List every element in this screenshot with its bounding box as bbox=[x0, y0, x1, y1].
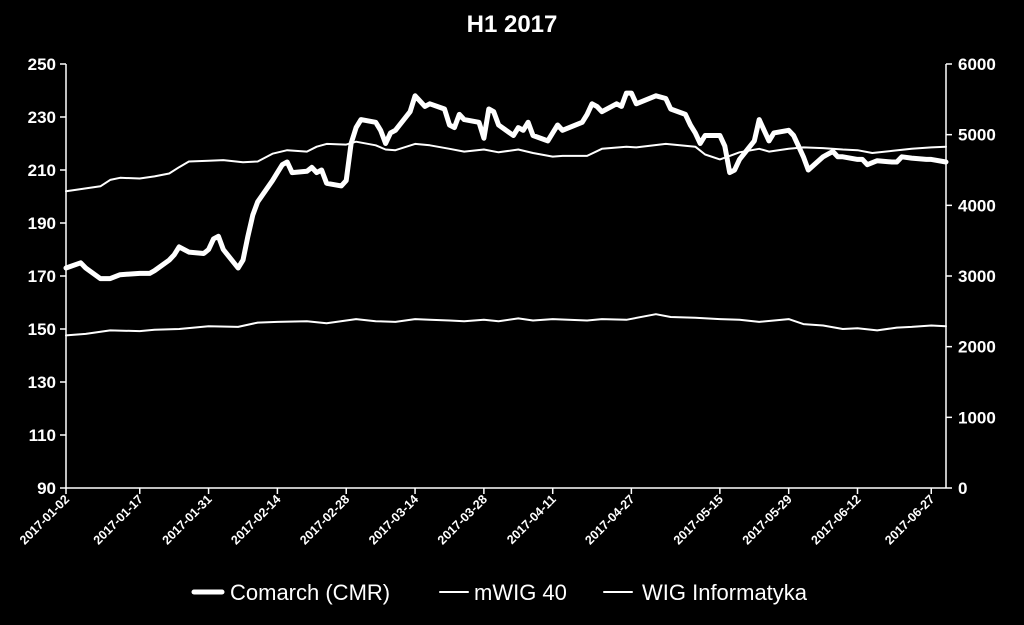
left-tick-label: 130 bbox=[28, 373, 56, 392]
left-tick-label: 190 bbox=[28, 214, 56, 233]
x-tick-label: 2017-02-28 bbox=[297, 492, 352, 547]
left-y-ticks: 90 110 130 150 170 190 210 230 250 bbox=[28, 55, 66, 498]
plot-area: 90 110 130 150 170 190 210 230 250 0 1000 2000 3000… bbox=[17, 55, 996, 547]
x-tick-label: 2017-06-27 bbox=[882, 492, 937, 547]
x-tick-label: 2017-02-14 bbox=[228, 492, 283, 547]
right-tick-label: 1000 bbox=[958, 408, 996, 427]
right-tick-label: 3000 bbox=[958, 267, 996, 286]
left-tick-label: 90 bbox=[37, 479, 56, 498]
left-tick-label: 230 bbox=[28, 108, 56, 127]
x-tick-label: 2017-01-17 bbox=[91, 492, 146, 547]
right-tick-label: 6000 bbox=[958, 55, 996, 74]
x-tick-label: 2017-04-27 bbox=[582, 492, 637, 547]
x-ticks: 2017-01-02 2017-01-17 2017-01-31 2017-02-14… bbox=[17, 488, 937, 547]
left-tick-label: 210 bbox=[28, 161, 56, 180]
legend-label: mWIG 40 bbox=[474, 580, 567, 605]
right-tick-label: 2000 bbox=[958, 338, 996, 357]
x-tick-label: 2017-03-28 bbox=[435, 492, 490, 547]
x-tick-label: 2017-01-02 bbox=[17, 492, 72, 547]
left-tick-label: 170 bbox=[28, 267, 56, 286]
left-tick-label: 250 bbox=[28, 55, 56, 74]
series-lines bbox=[63, 90, 949, 337]
right-tick-label: 5000 bbox=[958, 126, 996, 145]
legend-label: WIG Informatyka bbox=[642, 580, 808, 605]
left-tick-label: 150 bbox=[28, 320, 56, 339]
x-tick-label: 2017-06-12 bbox=[809, 492, 864, 547]
series-line-mwig-40 bbox=[65, 140, 947, 193]
x-tick-label: 2017-03-14 bbox=[366, 492, 421, 547]
x-tick-label: 2017-05-15 bbox=[671, 492, 726, 547]
right-y-ticks: 0 1000 2000 3000 4000 5000 6000 bbox=[946, 55, 996, 498]
series-line-wig-informatyka bbox=[65, 313, 947, 337]
x-tick-label: 2017-04-11 bbox=[504, 492, 559, 547]
legend-label: Comarch (CMR) bbox=[230, 580, 390, 605]
series-line-comarch-cmr bbox=[63, 90, 949, 282]
legend: Comarch (CMR) mWIG 40 WIG Informatyka bbox=[191, 580, 808, 605]
x-tick-label: 2017-05-29 bbox=[740, 492, 795, 547]
chart-title: H1 2017 bbox=[467, 11, 558, 38]
right-tick-label: 4000 bbox=[958, 196, 996, 215]
x-tick-label: 2017-01-31 bbox=[160, 492, 215, 547]
left-tick-label: 110 bbox=[29, 426, 56, 445]
right-tick-label: 0 bbox=[958, 479, 967, 498]
